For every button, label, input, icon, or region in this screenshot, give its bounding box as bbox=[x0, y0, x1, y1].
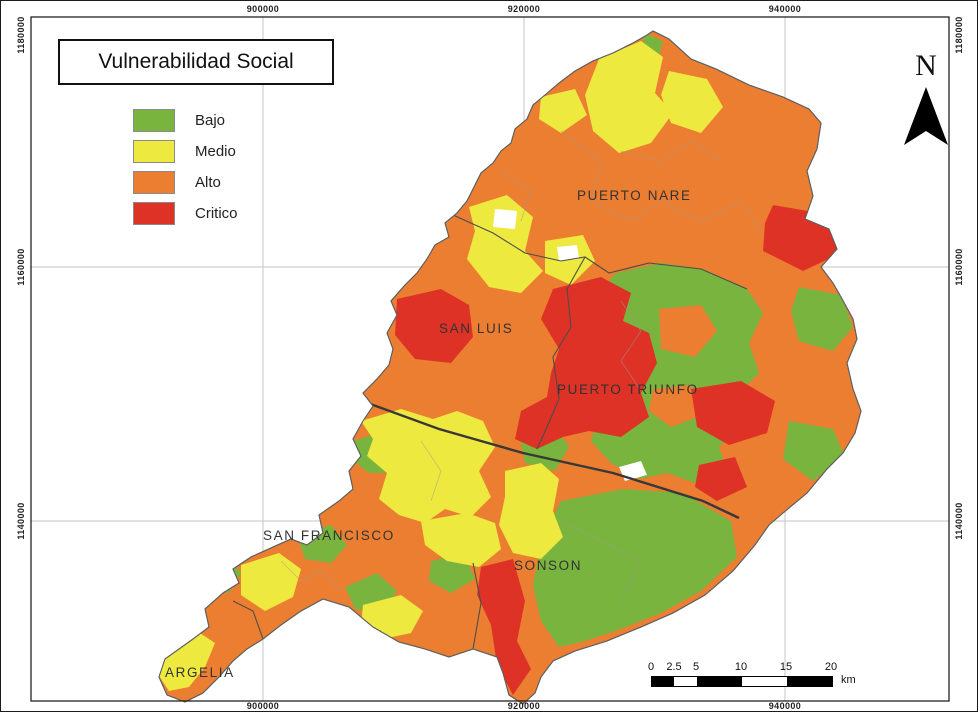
map-title: Vulnerabilidad Social bbox=[98, 50, 294, 73]
north-label: N bbox=[915, 49, 937, 82]
grid-label-bottom-2: 940000 bbox=[768, 701, 802, 711]
legend-swatch-critico bbox=[133, 202, 175, 225]
legend-label-bajo: Bajo bbox=[195, 112, 226, 129]
legend-item-medio: Medio bbox=[133, 140, 238, 163]
label-sonson: SONSON bbox=[514, 558, 583, 573]
patch-alto bbox=[659, 305, 717, 357]
scale-tick: 15 bbox=[779, 661, 793, 673]
vereda-boundaries bbox=[280, 130, 762, 602]
grid-label-bottom-0: 900000 bbox=[246, 701, 280, 711]
legend-item-critico: Critico bbox=[133, 202, 238, 225]
scale-bar: 0 2.5 5 10 15 20 km bbox=[645, 661, 885, 693]
legend-item-alto: Alto bbox=[133, 171, 238, 194]
grid-label-top-1: 920000 bbox=[507, 4, 541, 14]
legend-swatch-bajo bbox=[133, 109, 175, 132]
municipality-boundaries bbox=[232, 214, 748, 650]
scale-segment bbox=[697, 677, 742, 686]
patch-critico bbox=[477, 559, 531, 695]
patch-critico bbox=[695, 457, 747, 501]
patches-critico bbox=[395, 205, 841, 695]
patch-medio bbox=[499, 463, 563, 559]
grid-label-top-0: 900000 bbox=[246, 4, 280, 14]
legend-item-bajo: Bajo bbox=[133, 109, 238, 132]
grid-label-right-0: 1180000 bbox=[954, 16, 964, 54]
patches-white bbox=[493, 209, 647, 481]
patch-medio bbox=[361, 409, 495, 523]
label-argelia: ARGELIA bbox=[165, 665, 235, 680]
legend: Bajo Medio Alto Critico bbox=[121, 101, 250, 233]
scale-tick: 2.5 bbox=[666, 661, 682, 673]
patch-medio bbox=[241, 553, 301, 611]
patches-alto-islands bbox=[649, 305, 717, 427]
grid-label-left-2: 1140000 bbox=[16, 502, 26, 540]
patch-critico bbox=[691, 381, 775, 445]
scale-tick: 20 bbox=[824, 661, 838, 673]
scale-tick: 5 bbox=[692, 661, 700, 673]
scale-segment bbox=[652, 677, 674, 686]
grid-label-right-1: 1160000 bbox=[954, 248, 964, 286]
scale-bar-strip bbox=[651, 676, 833, 687]
patch-medio bbox=[539, 89, 587, 133]
main-road-line bbox=[350, 395, 740, 520]
landmass-outline bbox=[158, 30, 862, 705]
scale-tick: 10 bbox=[734, 661, 748, 673]
patch-white bbox=[493, 209, 517, 229]
patch-medio bbox=[361, 595, 423, 639]
patches-medio bbox=[159, 41, 723, 691]
patch-bajo bbox=[533, 489, 737, 647]
legend-label-critico: Critico bbox=[195, 205, 238, 222]
legend-swatch-medio bbox=[133, 140, 175, 163]
patch-bajo bbox=[791, 287, 853, 351]
label-puerto-triunfo: PUERTO TRIUNFO bbox=[557, 382, 699, 397]
patch-medio bbox=[585, 41, 673, 153]
scale-segment bbox=[787, 677, 832, 686]
legend-label-medio: Medio bbox=[195, 143, 236, 160]
scale-segment bbox=[674, 677, 697, 686]
label-puerto-nare: PUERTO NARE bbox=[577, 188, 692, 203]
north-arrow-icon bbox=[904, 87, 948, 145]
scale-unit: km bbox=[841, 674, 856, 686]
label-san-francisco: SAN FRANCISCO bbox=[263, 528, 395, 543]
legend-swatch-alto bbox=[133, 171, 175, 194]
scale-tick: 0 bbox=[647, 661, 655, 673]
scale-segment bbox=[742, 677, 787, 686]
neatline-frame bbox=[30, 16, 950, 702]
map-title-box: Vulnerabilidad Social bbox=[58, 39, 334, 85]
grid-label-right-2: 1140000 bbox=[954, 502, 964, 540]
patch-medio bbox=[421, 513, 501, 567]
label-san-luis: SAN LUIS bbox=[439, 321, 514, 336]
grid-label-top-2: 940000 bbox=[768, 4, 802, 14]
patch-medio bbox=[661, 71, 723, 133]
patch-medio bbox=[467, 195, 543, 293]
legend-label-alto: Alto bbox=[195, 174, 221, 191]
patch-alto bbox=[649, 385, 703, 427]
north-arrow: N bbox=[894, 51, 958, 156]
patch-critico bbox=[395, 289, 473, 363]
grid-label-left-1: 1160000 bbox=[16, 248, 26, 286]
patch-critico bbox=[515, 277, 657, 449]
patch-white bbox=[557, 245, 579, 261]
grid-label-bottom-1: 920000 bbox=[507, 701, 541, 711]
grid-label-left-0: 1180000 bbox=[16, 16, 26, 54]
